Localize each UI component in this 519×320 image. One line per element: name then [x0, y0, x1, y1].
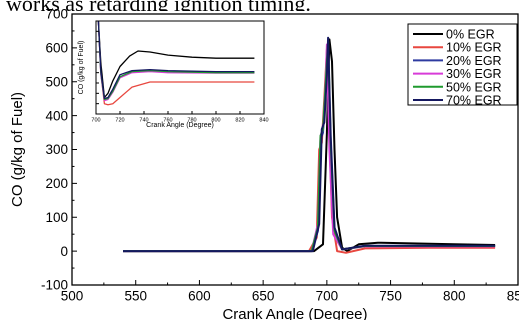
- main-y-tick-label: 200: [45, 176, 68, 191]
- legend-label-0: 0% EGR: [446, 28, 495, 42]
- legend-box: [407, 23, 518, 106]
- main-x-tick-label: 550: [124, 289, 147, 304]
- main-x-tick-label: 600: [188, 289, 211, 304]
- legend-label-5: 70% EGR: [446, 94, 502, 108]
- main-x-tick-label: 750: [379, 289, 402, 304]
- main-x-tick-label: 800: [443, 289, 466, 304]
- main-x-axis-label: Crank Angle (Degree): [222, 306, 367, 320]
- main-y-tick-label: 100: [45, 210, 68, 225]
- main-axes: 500 550 600 650 700 750 800 850 -100 0 100 200 300 40…: [9, 7, 519, 320]
- legend-label-1: 10% EGR: [446, 41, 502, 55]
- inset-x-tick-label: 840: [259, 118, 268, 124]
- main-x-tick-label: 850: [507, 289, 519, 304]
- inset-y-axis-label: CO (g/kg of Fuel): [78, 41, 85, 95]
- inset-x-tick-label: 740: [139, 118, 148, 124]
- inset-x-tick-label: 720: [115, 118, 124, 124]
- main-x-tick-label: 500: [61, 289, 84, 304]
- caption-text: works as retarding ignition timing.: [0, 0, 519, 11]
- main-x-tick-label: 700: [316, 289, 339, 304]
- main-y-tick-label: 300: [45, 142, 68, 157]
- inset-x-tick-label: 780: [187, 118, 196, 124]
- inset-series-line-5: [97, 21, 255, 100]
- main-series-line-0: [123, 38, 496, 253]
- main-series-line-5: [123, 36, 496, 253]
- main-y-tick-label: 0: [60, 244, 68, 259]
- main-y-tick-label: 600: [45, 41, 68, 56]
- main-y-tick-label: 400: [45, 108, 68, 123]
- inset-x-tick-label: 760: [163, 118, 172, 124]
- main-y-tick-label: -100: [41, 278, 68, 293]
- main-y-axis-label: CO (g/kg of Fuel): [9, 92, 26, 207]
- legend-label-2: 20% EGR: [446, 54, 502, 68]
- main-y-tick-label: 700: [45, 7, 68, 22]
- inset-plot-background: [96, 21, 264, 114]
- legend-label-4: 50% EGR: [446, 80, 502, 94]
- inset-x-axis-label: Crank Angle (Degree): [146, 122, 214, 129]
- main-x-tick-label: 650: [252, 289, 275, 304]
- inset-plot-frame: [95, 20, 265, 115]
- inset-chart: 700 720 740 760 780 800 820 840 Crank Angle (Deg…: [78, 20, 269, 129]
- main-y-tick-label: 500: [45, 74, 68, 89]
- legend-label-3: 30% EGR: [446, 67, 502, 81]
- inset-x-tick-label: 800: [211, 118, 220, 124]
- inset-x-tick-label: 820: [235, 118, 244, 124]
- inset-x-tick-label: 700: [91, 118, 100, 124]
